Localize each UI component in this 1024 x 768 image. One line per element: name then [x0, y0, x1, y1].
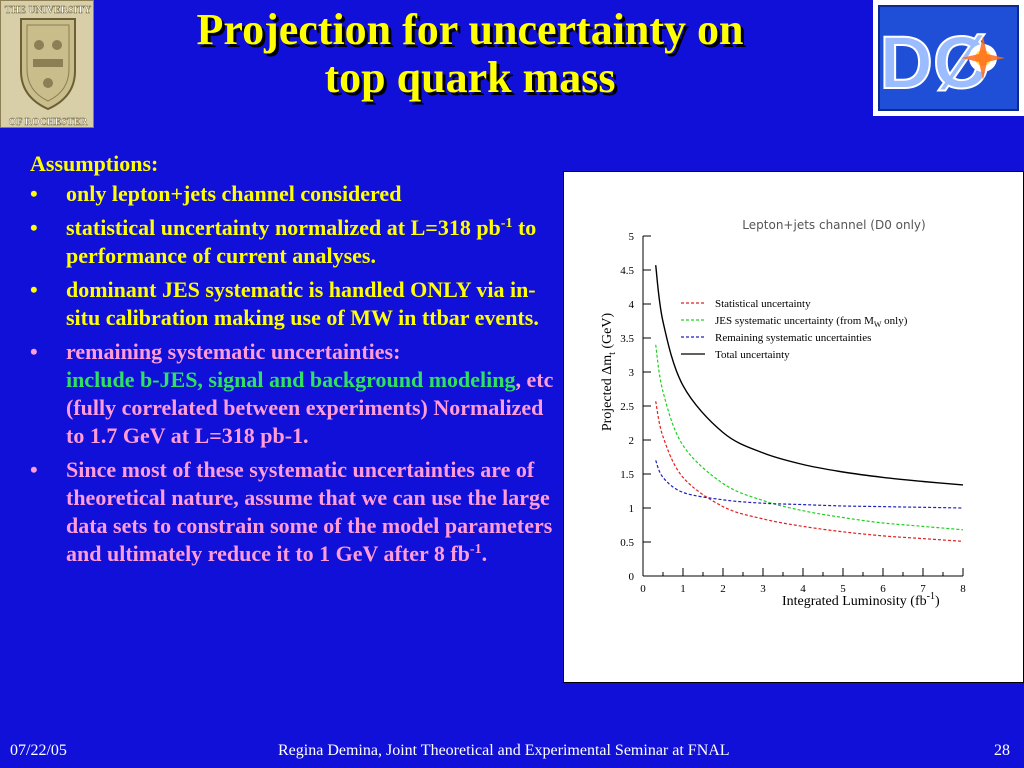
bullet-text: dominant JES systematic is handled ONLY …: [66, 277, 539, 330]
bullet-text: Since most of these systematic uncertain…: [66, 457, 553, 566]
y-tick-label: 3: [629, 367, 635, 379]
bullet-icon: •: [30, 181, 38, 206]
y-axis-label: Projected Δmt (GeV): [600, 313, 618, 432]
series-line: [655, 265, 964, 486]
x-tick-label: 7: [920, 583, 926, 595]
list-item: • Since most of these systematic uncerta…: [30, 456, 560, 568]
x-tick-label: 2: [720, 583, 726, 595]
chart-series: [655, 265, 964, 542]
footer-date: 07/22/05: [10, 742, 67, 759]
x-tick-label: 8: [960, 583, 966, 595]
d0-experiment-icon: DØ: [878, 5, 1019, 111]
y-tick-label: 3.5: [620, 333, 634, 345]
uncertainty-chart: Lepton+jets channel (D0 only) 0 1 2 3 4 5 6 7 80…: [600, 218, 966, 609]
y-tick-label: 0: [629, 571, 635, 583]
y-tick-label: 4: [629, 299, 635, 311]
legend-entry: JES systematic uncertainty (from MW only…: [715, 315, 908, 329]
logo-top-text: THE UNIVERSITY: [5, 5, 92, 16]
assumptions-section: Assumptions: • only lepton+jets channel …: [30, 150, 560, 574]
x-tick-label: 3: [760, 583, 766, 595]
assumptions-heading: Assumptions:: [30, 151, 159, 176]
bullet-text: only lepton+jets channel considered: [66, 181, 402, 206]
bullet-icon: •: [30, 457, 38, 482]
list-item: • dominant JES systematic is handled ONL…: [30, 276, 560, 332]
d0-logo: DØ: [873, 0, 1024, 116]
bullet-text-continued: , etc (fully correlated between experime…: [66, 367, 554, 448]
series-line: [655, 344, 964, 531]
y-tick-label: 1.5: [620, 469, 634, 481]
x-tick-label: 5: [840, 583, 846, 595]
y-tick-label: 1: [629, 503, 635, 515]
footer-credit: Regina Demina, Joint Theoretical and Exp…: [278, 742, 730, 759]
assumptions-list: • only lepton+jets channel considered • …: [30, 180, 560, 568]
bullet-superscript: -1: [469, 542, 482, 557]
list-item: • only lepton+jets channel considered: [30, 180, 560, 208]
y-tick-label: 5: [629, 231, 635, 243]
y-tick-label: 2: [629, 435, 635, 447]
chart-axes: 0 1 2 3 4 5 6 7 8 0 0.5 1 1.5 2 2.5 3 3.5 4 4.5 5: [620, 231, 966, 595]
x-tick-label: 1: [680, 583, 686, 595]
university-of-rochester-logo: THE UNIVERSITY OF ROCHESTER: [0, 0, 94, 128]
y-tick-label: 4.5: [620, 265, 634, 277]
chart-legend: Statistical uncertainty JES systematic un…: [681, 298, 908, 361]
series-line: [655, 401, 964, 542]
bullet-icon: •: [30, 339, 38, 364]
title-line-1: Projection for uncertainty on: [196, 5, 744, 54]
legend-entry: Statistical uncertainty: [715, 298, 811, 310]
logo-bottom-text: OF ROCHESTER: [9, 117, 89, 128]
bullet-icon: •: [30, 215, 38, 240]
bullet-text-continued: to performance of current analyses.: [66, 215, 537, 268]
bullet-text: remaining systematic uncertainties:: [66, 339, 401, 364]
x-tick-label: 4: [800, 583, 806, 595]
slide-title: Projection for uncertainty on top quark …: [100, 6, 840, 102]
y-tick-label: 0.5: [620, 537, 634, 549]
bullet-icon: •: [30, 277, 38, 302]
series-line: [655, 460, 964, 509]
footer-page-number: 28: [994, 742, 1010, 759]
x-axis-label: Integrated Luminosity (fb-1): [782, 591, 940, 609]
title-line-2: top quark mass: [324, 53, 616, 102]
university-seal-icon: THE UNIVERSITY OF ROCHESTER: [5, 5, 93, 128]
legend-entry: Remaining systematic uncertainties: [715, 332, 871, 344]
list-item: • remaining systematic uncertainties: in…: [30, 338, 560, 450]
x-tick-label: 6: [880, 583, 886, 595]
x-tick-label: 0: [640, 583, 646, 595]
list-item: • statistical uncertainty normalized at …: [30, 214, 560, 270]
bullet-highlight-text: include b-JES, signal and background mod…: [66, 367, 516, 392]
bullet-superscript: -1: [500, 216, 513, 231]
y-tick-label: 2.5: [620, 401, 634, 413]
bullet-text: statistical uncertainty normalized at L=…: [66, 215, 501, 240]
legend-entry: Total uncertainty: [715, 349, 790, 361]
chart-title: Lepton+jets channel (D0 only): [742, 218, 925, 232]
bullet-text-continued: .: [481, 541, 488, 566]
